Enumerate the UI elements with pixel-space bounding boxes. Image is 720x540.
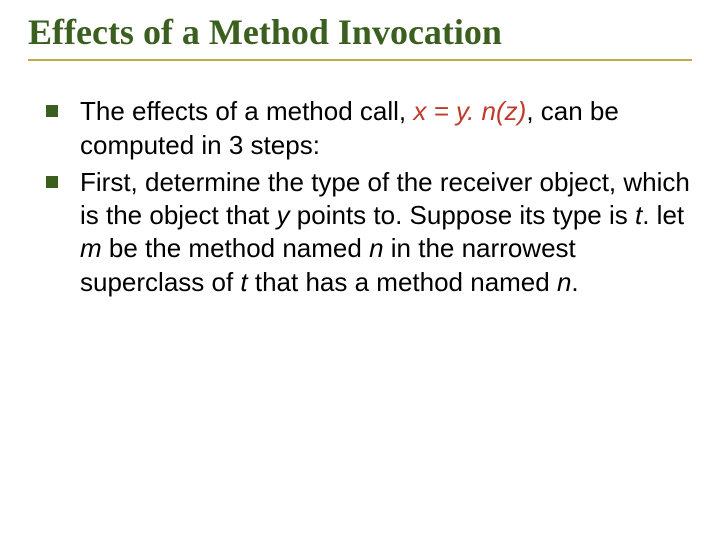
list-item: The effects of a method call, x = y. n(z… [46,95,692,162]
title-underline: Effects of a Method Invocation [28,12,692,61]
text: . let [642,200,684,230]
list-item: First, determine the type of the receive… [46,166,692,299]
var: t [240,267,247,297]
code-expression: x = y. n(z) [413,96,526,126]
bullet-text: First, determine the type of the receive… [80,166,692,299]
text: be the method named [102,233,369,263]
square-bullet-icon [46,176,58,188]
var: m [80,233,102,263]
slide: Effects of a Method Invocation The effec… [0,0,720,540]
text: points to. Suppose its type is [290,200,635,230]
bullet-list: The effects of a method call, x = y. n(z… [28,95,692,299]
page-title: Effects of a Method Invocation [28,12,692,53]
text: . [571,267,578,297]
text: that has a method named [248,267,557,297]
var: y [277,200,290,230]
text: The effects of a method call, [80,96,413,126]
bullet-text: The effects of a method call, x = y. n(z… [80,95,692,162]
square-bullet-icon [46,105,58,117]
var: n [557,267,571,297]
var: n [369,233,383,263]
